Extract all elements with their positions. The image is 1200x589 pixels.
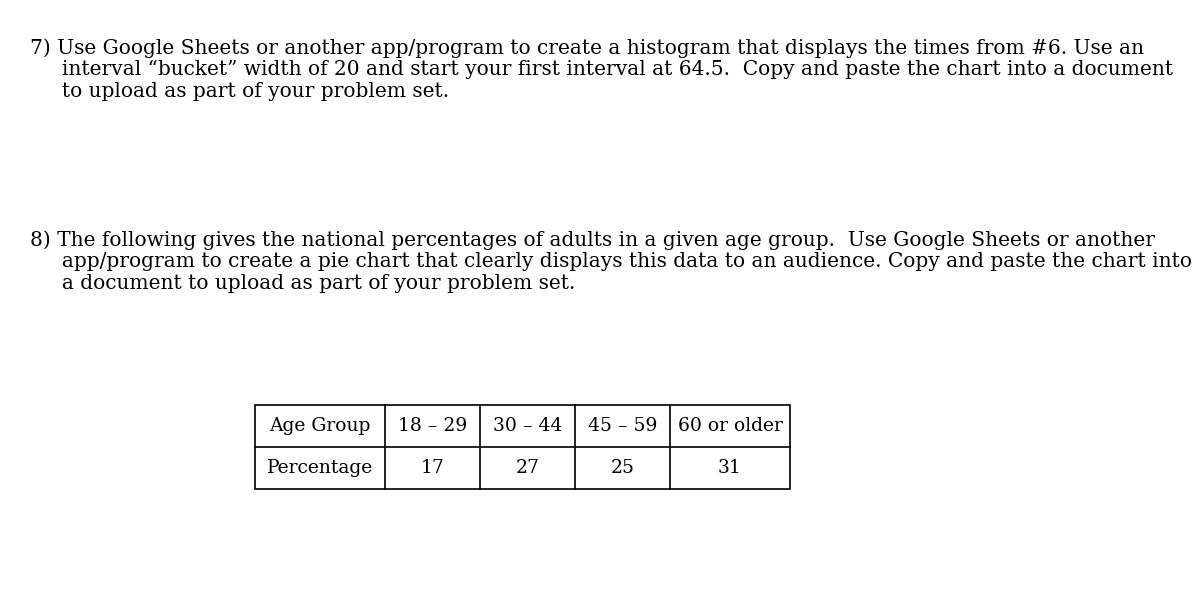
- Text: 8) The following gives the national percentages of adults in a given age group. : 8) The following gives the national perc…: [30, 230, 1154, 250]
- Text: a document to upload as part of your problem set.: a document to upload as part of your pro…: [30, 274, 575, 293]
- Text: Age Group: Age Group: [269, 417, 371, 435]
- Text: 60 or older: 60 or older: [678, 417, 782, 435]
- Text: interval “bucket” width of 20 and start your first interval at 64.5.  Copy and p: interval “bucket” width of 20 and start …: [30, 60, 1174, 79]
- Text: Percentage: Percentage: [266, 459, 373, 477]
- Text: 25: 25: [611, 459, 635, 477]
- Text: 30 – 44: 30 – 44: [493, 417, 562, 435]
- Text: 31: 31: [718, 459, 742, 477]
- Text: 7) Use Google Sheets or another app/program to create a histogram that displays : 7) Use Google Sheets or another app/prog…: [30, 38, 1144, 58]
- Text: to upload as part of your problem set.: to upload as part of your problem set.: [30, 82, 449, 101]
- Text: 45 – 59: 45 – 59: [588, 417, 658, 435]
- Text: app/program to create a pie chart that clearly displays this data to an audience: app/program to create a pie chart that c…: [30, 252, 1192, 271]
- Text: 18 – 29: 18 – 29: [398, 417, 467, 435]
- Text: 17: 17: [420, 459, 444, 477]
- Text: 27: 27: [516, 459, 540, 477]
